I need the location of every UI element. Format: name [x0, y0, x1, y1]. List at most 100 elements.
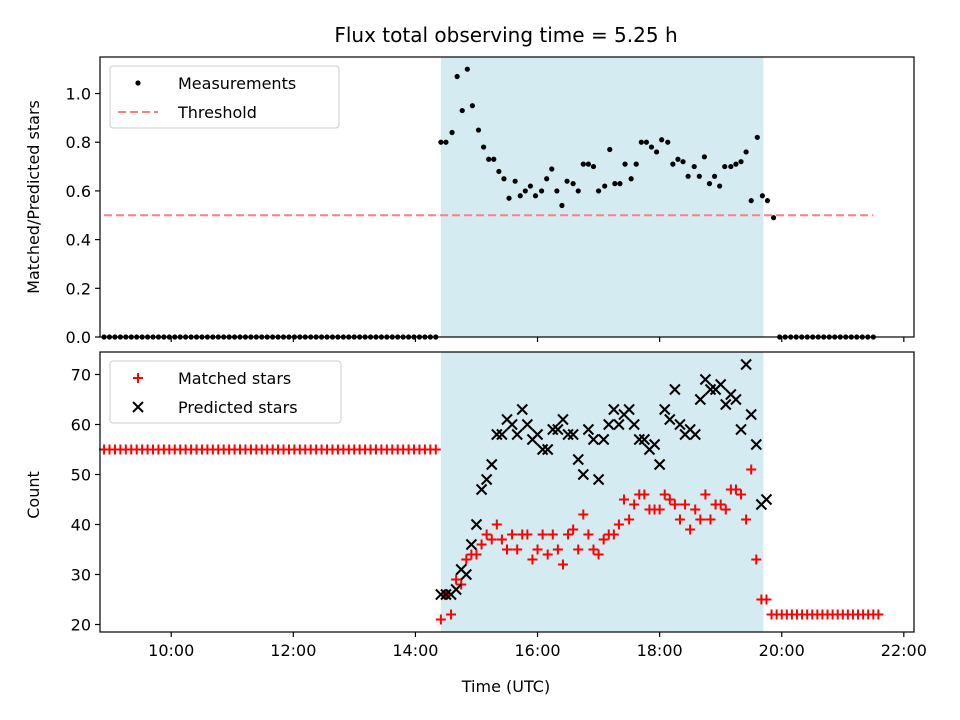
- top-series-0-point: [544, 176, 550, 182]
- bottom-y-tick-label: 40: [71, 516, 91, 535]
- top-series-0-point: [659, 137, 665, 143]
- bottom-series-0-point: [629, 499, 640, 510]
- x-tick-label: 16:00: [514, 641, 560, 660]
- top-series-0-point: [622, 161, 628, 167]
- top-series-0-point: [754, 134, 760, 140]
- bottom-series-0-point: [669, 499, 680, 510]
- bottom-y-tick-label: 70: [71, 366, 91, 385]
- top-series-0-point: [670, 161, 676, 167]
- bottom-series-0-point: [593, 549, 604, 560]
- bottom-series-0-point: [741, 514, 752, 525]
- bottom-series-0-point: [730, 484, 741, 495]
- bottom-series-1-point: [653, 458, 666, 471]
- top-series-0-point: [633, 161, 639, 167]
- x-tick-label: 20:00: [759, 641, 805, 660]
- bottom-series-0-point: [680, 499, 691, 510]
- bottom-highlight-span: [440, 352, 764, 632]
- bottom-series-1-point: [730, 393, 742, 406]
- bottom-panel: 20 30 40 50 60 70 10:00 12:00 14:00 16:00 18:00 20:…: [71, 351, 927, 660]
- bottom-series-1-point: [608, 403, 620, 416]
- bottom-series-1-point: [496, 428, 508, 441]
- top-series-0-point: [665, 139, 671, 145]
- top-y-axis-label: Matched/Predicted stars: [24, 100, 43, 294]
- bottom-series-1-point: [475, 483, 488, 496]
- bottom-series-1-point: [531, 428, 544, 441]
- top-series-0-point: [691, 163, 697, 170]
- bottom-series-1-point: [597, 433, 610, 446]
- bottom-series-1-point: [582, 423, 595, 436]
- bottom-series-0-point: [736, 489, 747, 500]
- bottom-series-1-point: [638, 433, 651, 446]
- bottom-series-1-point: [506, 418, 518, 431]
- top-series-0-point: [590, 163, 597, 170]
- bottom-y-tick-label: 20: [71, 616, 91, 635]
- bottom-series-0-point: [578, 509, 589, 520]
- bottom-legend-label: Predicted stars: [178, 398, 298, 417]
- bottom-series-1-point: [745, 408, 757, 421]
- bottom-series-0-point: [619, 494, 630, 505]
- bottom-y-tick-label: 30: [71, 566, 91, 585]
- top-series-0-point: [538, 188, 545, 194]
- bottom-series-1-point: [465, 538, 478, 551]
- bottom-series-1-point: [440, 588, 452, 601]
- top-series-0-point: [643, 139, 649, 145]
- bottom-series-0-point: [624, 514, 635, 525]
- top-series-group: [101, 66, 876, 340]
- top-series-0-point: [570, 181, 576, 187]
- x-tick-label: 22:00: [881, 641, 927, 660]
- bottom-series-0-point: [481, 529, 492, 540]
- bottom-series-0-point: [583, 529, 594, 540]
- top-series-0-point: [559, 202, 565, 209]
- top-legend-swatch: [135, 80, 141, 86]
- top-series-0-point: [517, 193, 523, 199]
- bottom-series-1-point: [623, 403, 635, 416]
- top-series-0-point: [612, 181, 618, 187]
- bottom-series-1-point: [516, 403, 528, 416]
- bottom-series-1-point: [659, 403, 671, 416]
- bottom-series-0-point: [685, 524, 696, 535]
- top-legend-label: Threshold: [177, 103, 257, 122]
- top-series-0-point: [438, 139, 444, 145]
- top-y-tick-label: 0.8: [66, 133, 91, 152]
- bottom-legend-box: [109, 360, 342, 424]
- bottom-series-0-point: [873, 609, 884, 620]
- top-series-0-point: [449, 129, 455, 136]
- bottom-series-0-point: [695, 514, 706, 525]
- bottom-series-0-point: [674, 514, 685, 525]
- top-series-0-point: [496, 168, 502, 175]
- top-y-tick-label: 1.0: [66, 85, 91, 104]
- bottom-series-1-point: [577, 468, 590, 481]
- bottom-legend-label: Matched stars: [178, 369, 291, 388]
- top-series-0-point: [595, 188, 602, 194]
- bottom-series-0-point: [502, 544, 512, 555]
- top-series-0-point: [748, 198, 754, 204]
- bottom-series-0-point: [461, 554, 472, 565]
- bottom-series-1-point: [562, 428, 574, 441]
- top-series-0-point: [512, 178, 518, 184]
- bottom-series-0-point: [552, 544, 563, 555]
- bottom-series-1-point: [628, 418, 640, 431]
- bottom-series-0-point: [573, 544, 584, 555]
- bottom-series-0-point: [659, 489, 670, 500]
- bottom-series-0-point: [568, 524, 579, 535]
- top-series-0-point: [607, 146, 613, 153]
- top-series-0-point: [602, 183, 608, 189]
- bottom-series-1-point: [699, 373, 712, 386]
- bottom-series-0-point: [715, 499, 726, 510]
- bottom-legend-swatch: [132, 401, 144, 413]
- top-series-0-point: [501, 176, 507, 182]
- bottom-series-0-point: [613, 519, 624, 530]
- top-series-0-point: [575, 188, 581, 194]
- bottom-series-1-point: [486, 458, 498, 471]
- bottom-series-0-point: [471, 549, 482, 560]
- top-series-0-point: [527, 183, 534, 189]
- x-tick-label: 12:00: [270, 641, 316, 660]
- top-series-0-point: [675, 156, 681, 162]
- top-series-0-point: [464, 66, 470, 72]
- bottom-series-0-point: [654, 504, 665, 515]
- bottom-series-1-point: [470, 518, 483, 531]
- bottom-series-0-point: [542, 549, 553, 560]
- bottom-y-tick-label: 60: [71, 416, 91, 435]
- bottom-series-1-point: [557, 413, 569, 426]
